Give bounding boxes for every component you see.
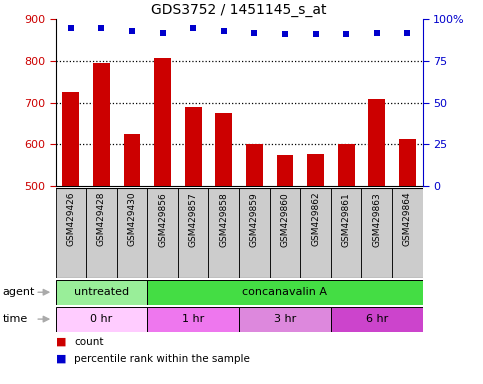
Text: ■: ■	[56, 354, 66, 364]
Text: 0 hr: 0 hr	[90, 314, 113, 324]
Bar	[209, 188, 239, 278]
Text: agent: agent	[2, 287, 35, 297]
Text: GSM429863: GSM429863	[372, 192, 381, 247]
Bar	[62, 92, 79, 186]
Bar	[178, 188, 209, 278]
Title: GDS3752 / 1451145_s_at: GDS3752 / 1451145_s_at	[151, 3, 327, 17]
Bar	[399, 139, 416, 186]
Text: GSM429862: GSM429862	[311, 192, 320, 247]
Bar	[56, 306, 147, 332]
Text: GSM429864: GSM429864	[403, 192, 412, 247]
Bar	[300, 188, 331, 278]
Text: 3 hr: 3 hr	[274, 314, 296, 324]
Bar	[331, 306, 423, 332]
Text: concanavalin A: concanavalin A	[242, 287, 327, 297]
Bar	[361, 188, 392, 278]
Bar	[147, 188, 178, 278]
Text: GSM429859: GSM429859	[250, 192, 259, 247]
Text: percentile rank within the sample: percentile rank within the sample	[74, 354, 250, 364]
Text: time: time	[2, 314, 28, 324]
Text: GSM429861: GSM429861	[341, 192, 351, 247]
Bar	[307, 154, 324, 186]
Text: untreated: untreated	[74, 287, 129, 297]
Text: GSM429858: GSM429858	[219, 192, 228, 247]
Text: ■: ■	[56, 337, 66, 347]
Bar	[147, 280, 423, 305]
Bar	[56, 188, 86, 278]
Bar	[331, 188, 361, 278]
Text: GSM429430: GSM429430	[128, 192, 137, 247]
Bar	[277, 155, 293, 186]
Bar	[338, 144, 355, 186]
Text: count: count	[74, 337, 103, 347]
Bar	[246, 144, 263, 186]
Text: GSM429857: GSM429857	[189, 192, 198, 247]
Bar	[239, 188, 270, 278]
Bar	[239, 306, 331, 332]
Bar	[124, 134, 141, 186]
Text: 1 hr: 1 hr	[182, 314, 204, 324]
Text: GSM429426: GSM429426	[66, 192, 75, 246]
Bar	[270, 188, 300, 278]
Bar	[154, 58, 171, 186]
Text: GSM429860: GSM429860	[281, 192, 289, 247]
Bar	[86, 188, 117, 278]
Text: 6 hr: 6 hr	[366, 314, 388, 324]
Bar	[392, 188, 423, 278]
Bar	[147, 306, 239, 332]
Bar	[369, 99, 385, 186]
Bar	[215, 113, 232, 186]
Text: GSM429856: GSM429856	[158, 192, 167, 247]
Bar	[93, 63, 110, 186]
Bar	[185, 107, 201, 186]
Bar	[56, 280, 147, 305]
Text: GSM429428: GSM429428	[97, 192, 106, 246]
Bar	[117, 188, 147, 278]
